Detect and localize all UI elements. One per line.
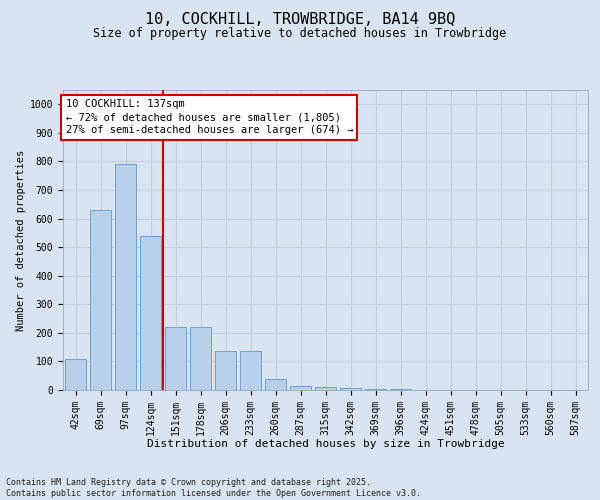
Text: Size of property relative to detached houses in Trowbridge: Size of property relative to detached ho… xyxy=(94,28,506,40)
Text: 10, COCKHILL, TROWBRIDGE, BA14 9BQ: 10, COCKHILL, TROWBRIDGE, BA14 9BQ xyxy=(145,12,455,28)
Y-axis label: Number of detached properties: Number of detached properties xyxy=(16,150,26,330)
Bar xyxy=(315,387,336,390)
Bar xyxy=(65,358,86,390)
X-axis label: Distribution of detached houses by size in Trowbridge: Distribution of detached houses by size … xyxy=(146,439,505,449)
Text: Contains HM Land Registry data © Crown copyright and database right 2025.
Contai: Contains HM Land Registry data © Crown c… xyxy=(6,478,421,498)
Bar xyxy=(265,378,286,390)
Bar xyxy=(290,386,311,390)
Bar xyxy=(215,352,236,390)
Bar xyxy=(90,210,111,390)
Bar xyxy=(365,389,386,390)
Bar xyxy=(115,164,136,390)
Bar xyxy=(240,352,261,390)
Bar xyxy=(190,327,211,390)
Bar xyxy=(165,327,186,390)
Text: 10 COCKHILL: 137sqm
← 72% of detached houses are smaller (1,805)
27% of semi-det: 10 COCKHILL: 137sqm ← 72% of detached ho… xyxy=(65,99,353,136)
Bar xyxy=(340,388,361,390)
Bar xyxy=(140,236,161,390)
